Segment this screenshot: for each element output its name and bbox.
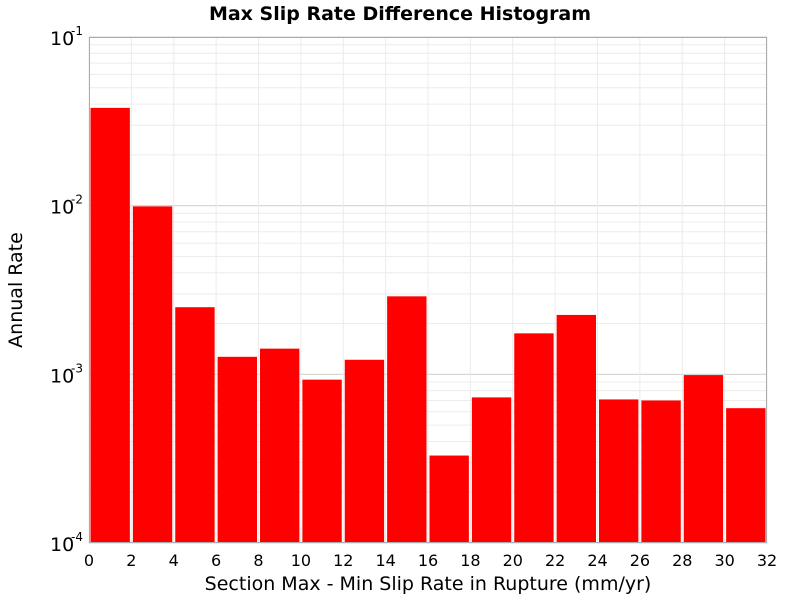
x-tick-label: 28 xyxy=(672,551,692,570)
histogram-bar xyxy=(387,296,427,543)
histogram-bar xyxy=(260,348,300,543)
y-tick-exponent: -1 xyxy=(71,24,83,38)
x-tick-label: 18 xyxy=(460,551,480,570)
y-tick-label: 10-1 xyxy=(50,24,83,50)
histogram-bar xyxy=(683,375,724,543)
y-tick-exponent: -3 xyxy=(71,361,83,375)
histogram-bar xyxy=(429,455,469,543)
bars xyxy=(90,107,766,544)
x-tick-label: 10 xyxy=(291,551,311,570)
histogram-bar xyxy=(641,400,681,543)
y-tick-base: 10 xyxy=(50,28,74,50)
x-tick-label: 26 xyxy=(630,551,650,570)
plot-area xyxy=(88,36,768,544)
histogram-bar xyxy=(302,379,342,543)
histogram-bar xyxy=(344,359,385,543)
x-tick-label: 30 xyxy=(714,551,734,570)
histogram-bar xyxy=(217,356,257,543)
x-tick-label: 8 xyxy=(253,551,263,570)
y-tick-label: 10-4 xyxy=(50,530,83,556)
histogram-bar xyxy=(175,307,215,543)
x-tick-label: 32 xyxy=(757,551,777,570)
x-tick-label: 12 xyxy=(333,551,353,570)
x-tick-label: 0 xyxy=(84,551,94,570)
y-axis-ticks: 10-410-310-210-1 xyxy=(50,24,83,556)
plot-border xyxy=(89,37,767,543)
y-tick-label: 10-3 xyxy=(50,361,83,387)
y-tick-base: 10 xyxy=(50,197,74,219)
x-axis-label: Section Max - Min Slip Rate in Rupture (… xyxy=(205,573,652,595)
histogram-bar xyxy=(132,206,173,543)
x-axis-ticks: 0 2 4 6 8 10 12 14 16 18 20 22 24 26 28 30 32 xyxy=(84,551,777,570)
y-tick-base: 10 xyxy=(50,534,74,556)
y-tick-base: 10 xyxy=(50,365,74,387)
x-tick-label: 22 xyxy=(545,551,565,570)
histogram-bar xyxy=(726,408,766,543)
x-tick-label: 24 xyxy=(587,551,607,570)
histogram-bar xyxy=(556,314,596,543)
x-tick-label: 6 xyxy=(211,551,221,570)
y-tick-exponent: -2 xyxy=(71,193,83,207)
x-tick-label: 2 xyxy=(126,551,136,570)
y-tick-exponent: -4 xyxy=(71,530,83,544)
chart-title: Max Slip Rate Difference Histogram xyxy=(209,3,591,25)
histogram-bar xyxy=(599,399,639,543)
y-tick-label: 10-2 xyxy=(50,193,83,219)
histogram-bar xyxy=(471,397,512,543)
histogram-bar xyxy=(514,333,554,543)
x-tick-label: 20 xyxy=(503,551,523,570)
histogram-bar xyxy=(90,107,130,544)
x-tick-label: 16 xyxy=(418,551,438,570)
x-tick-label: 4 xyxy=(169,551,179,570)
y-axis-label: Annual Rate xyxy=(5,232,27,348)
x-tick-label: 14 xyxy=(375,551,395,570)
